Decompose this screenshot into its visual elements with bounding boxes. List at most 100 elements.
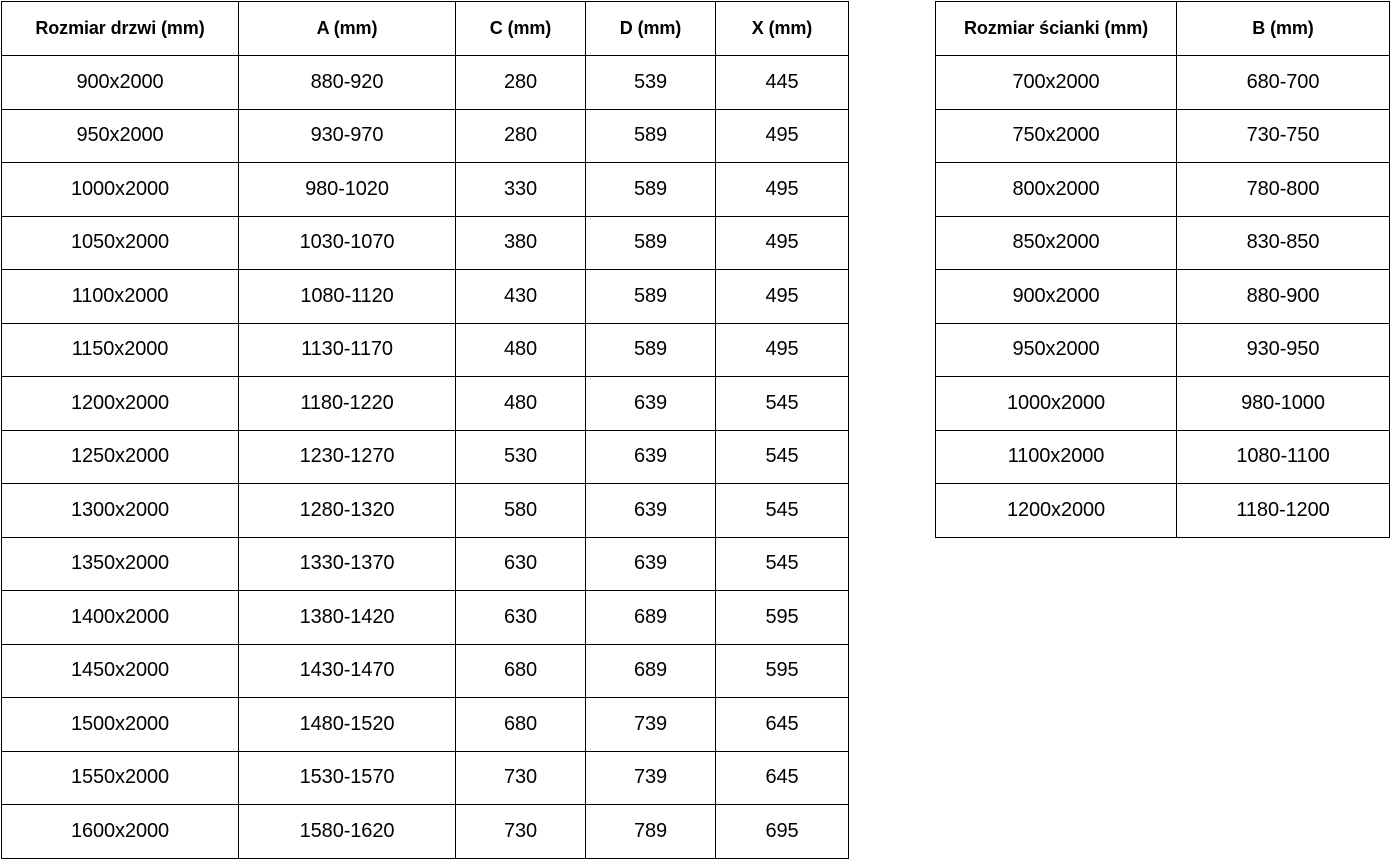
table-row: 1350x2000 1330-1370 630 639 545	[1, 536, 849, 591]
doors-cell-a: 1080-1120	[238, 269, 456, 324]
wall-cell-b: 980-1000	[1176, 376, 1390, 431]
doors-cell-d: 589	[585, 322, 716, 377]
doors-cell-size: 1350x2000	[1, 536, 239, 591]
doors-cell-x: 495	[715, 162, 849, 217]
doors-cell-x: 595	[715, 643, 849, 698]
wall-cell-size: 850x2000	[935, 215, 1177, 270]
doors-cell-x: 495	[715, 322, 849, 377]
doors-cell-a: 1430-1470	[238, 643, 456, 698]
doors-cell-x: 545	[715, 536, 849, 591]
doors-cell-x: 545	[715, 483, 849, 538]
doors-cell-a: 1030-1070	[238, 215, 456, 270]
doors-cell-a: 1530-1570	[238, 750, 456, 805]
doors-cell-x: 495	[715, 215, 849, 270]
doors-cell-size: 1000x2000	[1, 162, 239, 217]
table-row: 850x2000 830-850	[935, 215, 1390, 270]
wall-cell-b: 680-700	[1176, 55, 1390, 110]
wall-cell-b: 930-950	[1176, 322, 1390, 377]
wall-table-head: Rozmiar ścianki (mm) B (mm)	[935, 1, 1390, 56]
doors-cell-d: 539	[585, 55, 716, 110]
doors-cell-a: 1130-1170	[238, 322, 456, 377]
table-row: 1550x2000 1530-1570 730 739 645	[1, 750, 849, 805]
doors-cell-size: 900x2000	[1, 55, 239, 110]
wall-cell-size: 1100x2000	[935, 429, 1177, 484]
wall-table-body: 700x2000 680-700 750x2000 730-750 800x20…	[935, 55, 1390, 538]
doors-cell-d: 639	[585, 429, 716, 484]
doors-cell-a: 1230-1270	[238, 429, 456, 484]
wall-cell-b: 730-750	[1176, 108, 1390, 163]
doors-cell-size: 1450x2000	[1, 643, 239, 698]
doors-cell-d: 589	[585, 108, 716, 163]
doors-cell-size: 1250x2000	[1, 429, 239, 484]
table-row: 1200x2000 1180-1220 480 639 545	[1, 376, 849, 431]
doors-cell-d: 739	[585, 750, 716, 805]
doors-cell-size: 1600x2000	[1, 804, 239, 859]
doors-cell-c: 480	[455, 376, 586, 431]
doors-cell-a: 880-920	[238, 55, 456, 110]
doors-cell-c: 680	[455, 697, 586, 752]
wall-table-header-row: Rozmiar ścianki (mm) B (mm)	[935, 1, 1390, 56]
wall-panel-size-specification-table: Rozmiar ścianki (mm) B (mm) 700x2000 680…	[935, 1, 1390, 538]
doors-cell-d: 589	[585, 269, 716, 324]
table-row: 1150x2000 1130-1170 480 589 495	[1, 322, 849, 377]
wall-column-header-size: Rozmiar ścianki (mm)	[935, 1, 1177, 56]
doors-cell-a: 1330-1370	[238, 536, 456, 591]
doors-cell-size: 1500x2000	[1, 697, 239, 752]
doors-table-header-row: Rozmiar drzwi (mm) A (mm) C (mm) D (mm) …	[1, 1, 849, 56]
doors-cell-a: 1180-1220	[238, 376, 456, 431]
doors-column-header-a: A (mm)	[238, 1, 456, 56]
table-row: 900x2000 880-920 280 539 445	[1, 55, 849, 110]
table-row: 1600x2000 1580-1620 730 789 695	[1, 804, 849, 859]
wall-cell-size: 800x2000	[935, 162, 1177, 217]
doors-cell-size: 1300x2000	[1, 483, 239, 538]
wall-cell-b: 830-850	[1176, 215, 1390, 270]
doors-cell-c: 580	[455, 483, 586, 538]
doors-cell-c: 630	[455, 536, 586, 591]
wall-cell-b: 780-800	[1176, 162, 1390, 217]
doors-cell-d: 639	[585, 483, 716, 538]
doors-cell-size: 1200x2000	[1, 376, 239, 431]
doors-cell-c: 380	[455, 215, 586, 270]
doors-cell-a: 930-970	[238, 108, 456, 163]
doors-cell-size: 950x2000	[1, 108, 239, 163]
table-row: 1200x2000 1180-1200	[935, 483, 1390, 538]
doors-column-header-d: D (mm)	[585, 1, 716, 56]
doors-column-header-x: X (mm)	[715, 1, 849, 56]
doors-cell-x: 645	[715, 750, 849, 805]
table-row: 800x2000 780-800	[935, 162, 1390, 217]
doors-cell-size: 1100x2000	[1, 269, 239, 324]
doors-cell-c: 330	[455, 162, 586, 217]
doors-cell-c: 430	[455, 269, 586, 324]
wall-cell-b: 1180-1200	[1176, 483, 1390, 538]
table-row: 1000x2000 980-1000	[935, 376, 1390, 431]
table-row: 900x2000 880-900	[935, 269, 1390, 324]
doors-cell-d: 789	[585, 804, 716, 859]
doors-cell-c: 280	[455, 55, 586, 110]
doors-cell-a: 980-1020	[238, 162, 456, 217]
table-row: 750x2000 730-750	[935, 108, 1390, 163]
table-row: 1300x2000 1280-1320 580 639 545	[1, 483, 849, 538]
doors-cell-x: 495	[715, 269, 849, 324]
doors-cell-x: 595	[715, 590, 849, 645]
doors-cell-x: 495	[715, 108, 849, 163]
doors-cell-d: 689	[585, 590, 716, 645]
doors-cell-size: 1550x2000	[1, 750, 239, 805]
doors-cell-c: 480	[455, 322, 586, 377]
table-row: 1250x2000 1230-1270 530 639 545	[1, 429, 849, 484]
table-row: 1450x2000 1430-1470 680 689 595	[1, 643, 849, 698]
doors-cell-size: 1400x2000	[1, 590, 239, 645]
table-row: 1050x2000 1030-1070 380 589 495	[1, 215, 849, 270]
doors-table-body: 900x2000 880-920 280 539 445 950x2000 93…	[1, 55, 849, 859]
doors-cell-d: 689	[585, 643, 716, 698]
doors-column-header-size: Rozmiar drzwi (mm)	[1, 1, 239, 56]
doors-cell-c: 530	[455, 429, 586, 484]
wall-cell-size: 700x2000	[935, 55, 1177, 110]
doors-cell-x: 545	[715, 429, 849, 484]
doors-cell-d: 589	[585, 215, 716, 270]
doors-cell-d: 639	[585, 536, 716, 591]
doors-cell-c: 730	[455, 750, 586, 805]
wall-cell-b: 1080-1100	[1176, 429, 1390, 484]
doors-cell-d: 739	[585, 697, 716, 752]
doors-cell-c: 730	[455, 804, 586, 859]
